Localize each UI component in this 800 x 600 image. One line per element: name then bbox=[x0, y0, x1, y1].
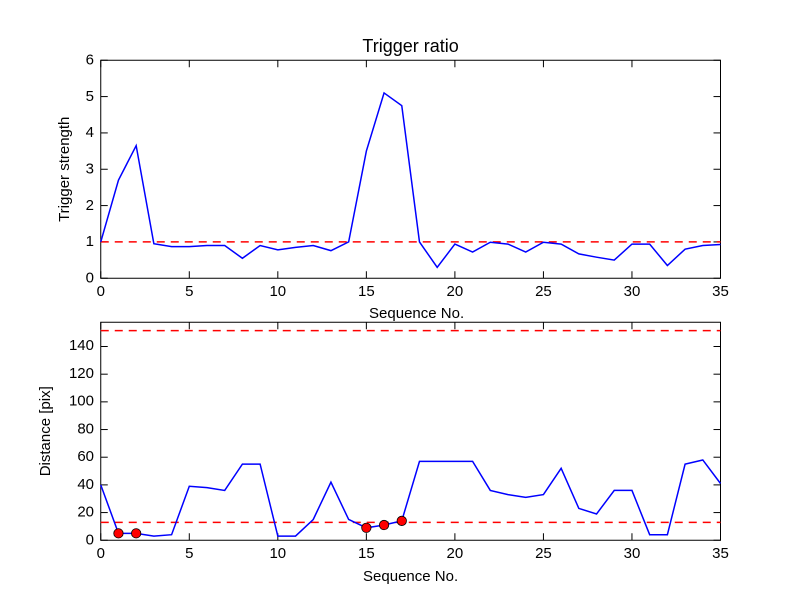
svg-text:2: 2 bbox=[86, 197, 94, 214]
svg-text:15: 15 bbox=[358, 545, 375, 562]
svg-text:20: 20 bbox=[447, 545, 464, 562]
svg-text:Trigger strength: Trigger strength bbox=[56, 117, 73, 222]
svg-text:5: 5 bbox=[185, 283, 193, 300]
svg-text:10: 10 bbox=[269, 283, 286, 300]
svg-text:30: 30 bbox=[624, 283, 641, 300]
svg-text:20: 20 bbox=[447, 283, 464, 300]
svg-text:140: 140 bbox=[69, 337, 94, 354]
svg-text:6: 6 bbox=[86, 52, 94, 69]
svg-text:Distance [pix]: Distance [pix] bbox=[37, 386, 54, 476]
svg-text:15: 15 bbox=[358, 283, 375, 300]
svg-text:Sequence No.: Sequence No. bbox=[369, 305, 464, 322]
svg-text:25: 25 bbox=[535, 545, 552, 562]
svg-text:100: 100 bbox=[69, 393, 94, 410]
svg-text:0: 0 bbox=[86, 270, 94, 287]
svg-text:120: 120 bbox=[69, 365, 94, 382]
svg-text:40: 40 bbox=[77, 476, 94, 493]
svg-text:Trigger ratio: Trigger ratio bbox=[362, 36, 458, 56]
svg-text:80: 80 bbox=[77, 421, 94, 438]
svg-text:0: 0 bbox=[97, 545, 105, 562]
svg-text:60: 60 bbox=[77, 448, 94, 465]
svg-text:0: 0 bbox=[97, 283, 105, 300]
svg-text:4: 4 bbox=[86, 124, 94, 141]
svg-text:0: 0 bbox=[86, 532, 94, 549]
svg-text:35: 35 bbox=[712, 283, 729, 300]
svg-text:25: 25 bbox=[535, 283, 552, 300]
svg-text:Sequence No.: Sequence No. bbox=[363, 568, 458, 585]
svg-text:10: 10 bbox=[269, 545, 286, 562]
svg-text:20: 20 bbox=[77, 504, 94, 521]
svg-text:3: 3 bbox=[86, 161, 94, 178]
svg-text:5: 5 bbox=[86, 88, 94, 105]
svg-text:35: 35 bbox=[712, 545, 729, 562]
svg-text:5: 5 bbox=[185, 545, 193, 562]
svg-text:30: 30 bbox=[624, 545, 641, 562]
svg-text:1: 1 bbox=[86, 233, 94, 250]
